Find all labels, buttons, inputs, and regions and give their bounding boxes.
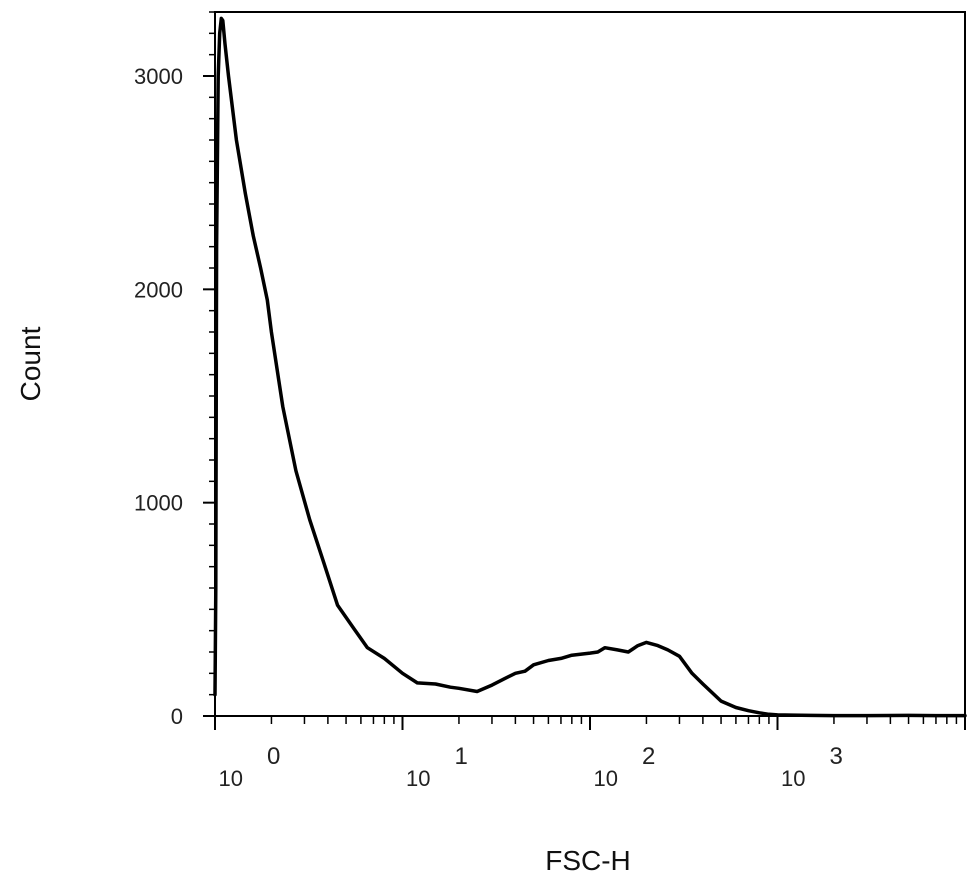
y-tick-label: 2000 — [134, 277, 183, 302]
x-tick-label: 10 1 — [406, 743, 468, 791]
plot-frame — [214, 11, 966, 717]
x-tick-base: 10 — [781, 766, 805, 791]
y-axis-title: Count — [15, 326, 46, 401]
x-tick-base: 10 — [406, 766, 430, 791]
series-line-0 — [213, 16, 967, 718]
x-axis-title: FSC-H — [545, 845, 631, 876]
y-tick-label: 1000 — [134, 491, 183, 516]
x-tick-exponent: 1 — [455, 743, 468, 770]
x-tick-label: 10 0 — [219, 743, 281, 791]
y-tick-label: 0 — [171, 704, 183, 729]
x-tick-base: 10 — [594, 766, 618, 791]
y-tick-label: 3000 — [134, 64, 183, 89]
x-tick-label: 10 3 — [781, 743, 843, 791]
x-tick-label: 10 2 — [594, 743, 656, 791]
x-tick-exponent: 3 — [830, 743, 843, 770]
x-axis: 100101102103104 — [214, 716, 966, 791]
x-tick-base: 10 — [219, 766, 243, 791]
x-tick-exponent: 2 — [642, 743, 655, 770]
x-tick-exponent: 0 — [267, 743, 280, 770]
y-axis: 0 1000 2000 3000 — [134, 11, 215, 729]
series-marks — [213, 16, 967, 718]
